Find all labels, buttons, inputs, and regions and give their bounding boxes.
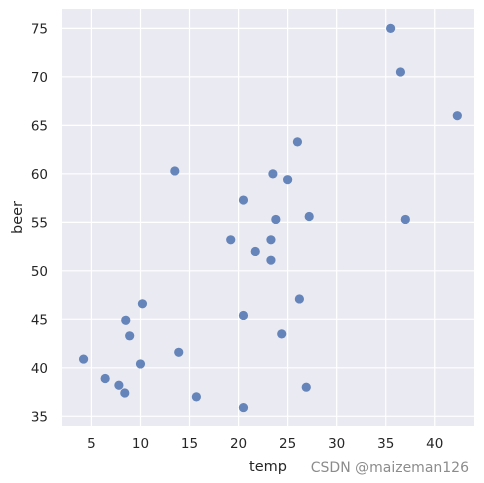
watermark-text: CSDN @maizeman126 — [311, 460, 469, 476]
y-tick-label: 40 — [31, 361, 48, 377]
data-point — [283, 175, 293, 185]
data-point — [100, 373, 110, 384]
y-tick-label: 70 — [31, 70, 48, 86]
data-point — [174, 347, 184, 357]
data-point — [114, 380, 124, 390]
x-tick-label: 20 — [230, 436, 247, 452]
data-points — [78, 23, 462, 413]
data-point — [266, 255, 276, 265]
data-point — [125, 331, 135, 341]
x-tick-label: 15 — [181, 436, 198, 452]
data-point — [170, 166, 180, 176]
y-axis-label: beer — [10, 201, 26, 234]
data-point — [120, 388, 130, 398]
y-tick-label: 45 — [31, 312, 48, 328]
data-point — [137, 299, 148, 309]
data-point — [271, 214, 281, 225]
plot-area — [62, 9, 474, 426]
data-point — [135, 359, 146, 369]
x-tick-label: 5 — [87, 436, 96, 452]
data-point — [395, 67, 406, 77]
y-tick-label: 50 — [31, 264, 48, 280]
x-tick-label: 10 — [132, 436, 149, 452]
y-tick-label: 55 — [31, 215, 48, 231]
data-point — [78, 354, 89, 364]
y-tick-label: 75 — [31, 21, 48, 37]
data-point — [268, 169, 278, 179]
data-point — [292, 137, 303, 147]
x-tick-label: 25 — [279, 436, 296, 452]
data-point — [226, 235, 236, 245]
data-point — [191, 392, 201, 402]
data-point — [238, 195, 249, 205]
data-point — [301, 382, 311, 392]
data-point — [386, 23, 396, 33]
data-point — [452, 111, 462, 121]
x-axis-label: temp — [249, 459, 287, 475]
data-point — [238, 402, 249, 413]
data-point — [250, 246, 260, 257]
data-point — [400, 214, 410, 225]
x-tick-label: 35 — [377, 436, 394, 452]
data-point — [304, 211, 314, 222]
data-point — [266, 235, 276, 245]
y-tick-label: 65 — [31, 118, 48, 134]
x-tick-label: 30 — [328, 436, 345, 452]
x-tick-label: 40 — [426, 436, 443, 452]
data-point — [121, 315, 131, 325]
y-tick-label: 60 — [31, 167, 48, 183]
data-point — [238, 310, 249, 321]
data-point — [294, 294, 304, 304]
data-point — [277, 329, 287, 339]
y-tick-labels: 35 40 45 50 55 60 65 70 75 — [31, 21, 48, 425]
x-tick-labels: 5 10 15 20 25 30 35 40 — [87, 436, 443, 452]
y-tick-label: 35 — [31, 409, 48, 425]
